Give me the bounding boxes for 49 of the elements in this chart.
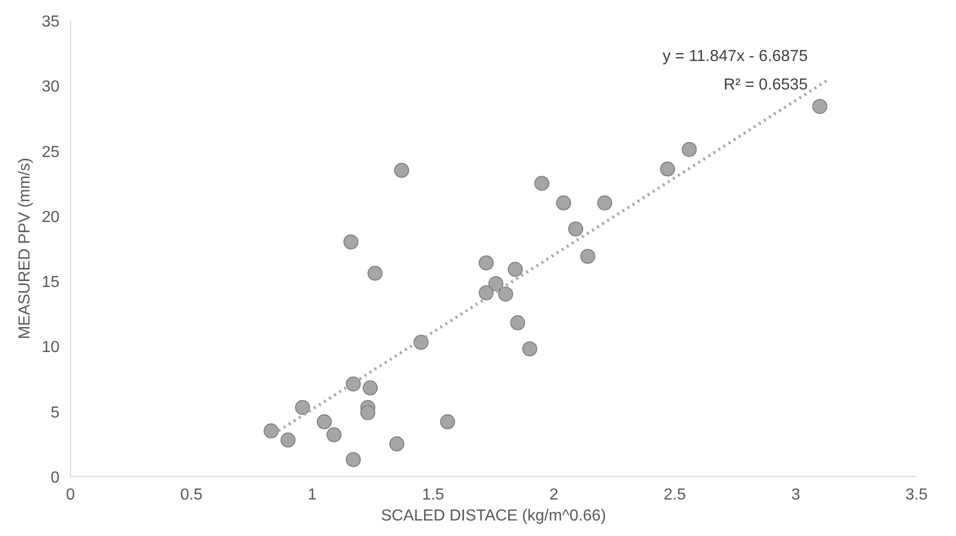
x-tick-label: 3 (791, 486, 800, 504)
y-tick-label: 15 (42, 274, 60, 292)
point (295, 400, 310, 415)
point (522, 341, 538, 356)
y-tick-label: 30 (42, 78, 60, 96)
annotation: y = 11.847x - 6.6875 (662, 48, 808, 65)
y-tick-label: 25 (42, 144, 60, 161)
point (478, 255, 494, 270)
point (508, 262, 523, 277)
point (682, 142, 697, 157)
point (534, 176, 550, 191)
point (360, 405, 376, 420)
point (394, 162, 410, 178)
point (346, 376, 361, 392)
point (264, 423, 279, 438)
point (498, 286, 514, 302)
point (597, 195, 612, 210)
point (413, 334, 428, 350)
y-tick-label: 0 (50, 470, 60, 486)
point (316, 414, 332, 430)
point (568, 221, 584, 236)
point (510, 315, 526, 330)
x-tick-label: 1 (308, 486, 317, 504)
y-tick-label: 5 (50, 404, 60, 422)
point (280, 432, 296, 448)
point (389, 436, 404, 452)
point (488, 276, 504, 292)
x-axis-title: SCALED DISTACE (kg/m^0.66) (380, 508, 606, 524)
point (580, 248, 596, 264)
point (812, 99, 828, 114)
annotation: R² = 0.6535 (724, 76, 808, 94)
point (362, 380, 378, 396)
point (556, 195, 572, 210)
x-tick-label: 1.5 (422, 486, 444, 504)
y-tick-label: 20 (42, 208, 60, 226)
x-tick-label: 2 (549, 486, 558, 504)
y-tick-label: 10 (42, 339, 60, 356)
point (440, 414, 456, 430)
point (346, 452, 361, 468)
point (326, 427, 342, 442)
x-tick-label: 0.5 (180, 486, 203, 504)
y-axis-title: MEASURED PPV (mm/s) (16, 158, 34, 340)
x-tick-label: 0 (66, 486, 76, 504)
point (368, 266, 383, 281)
x-tick-label: 3.5 (905, 486, 928, 504)
point (660, 162, 676, 177)
y-tick-label: 35 (42, 14, 60, 30)
x-tick-label: 2.5 (664, 486, 686, 504)
point (343, 234, 358, 250)
